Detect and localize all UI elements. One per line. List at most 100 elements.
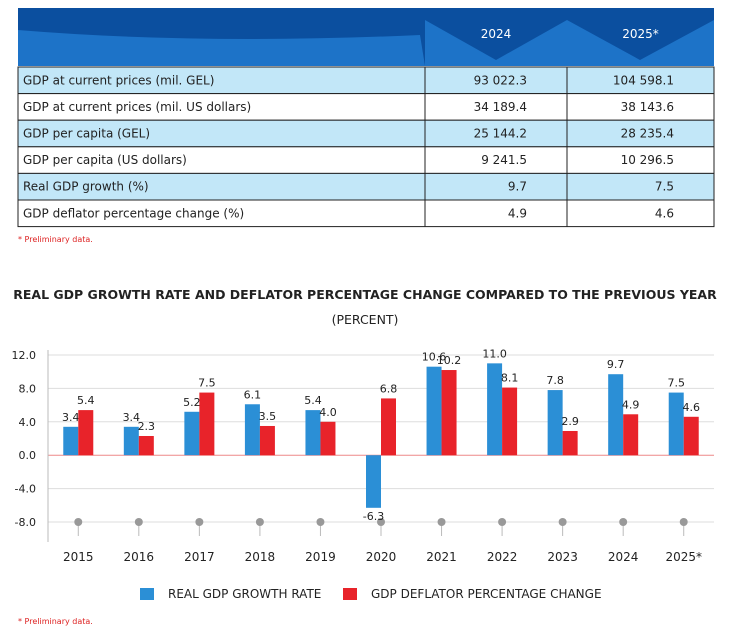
x-tick-label: 2023 — [547, 550, 578, 564]
y-tick-label: -8.0 — [15, 516, 36, 529]
value-label: 6.1 — [244, 388, 262, 401]
bar — [63, 426, 79, 456]
legend-label: GDP DEFLATOR PERCENTAGE CHANGE — [371, 587, 602, 601]
y-tick-label: 12.0 — [12, 349, 37, 362]
table-row — [17, 93, 715, 121]
column-header: 2024 — [481, 27, 512, 41]
value-label: 3.4 — [62, 411, 80, 424]
x-tick-label: 2017 — [184, 550, 215, 564]
row-label: GDP per capita (GEL) — [23, 127, 150, 141]
bar — [487, 363, 503, 456]
header-wave — [425, 20, 714, 66]
bar — [562, 430, 578, 456]
value-label: 2.3 — [138, 420, 156, 433]
category-dot — [134, 518, 143, 526]
value-label: 7.5 — [667, 377, 685, 390]
x-tick-label: 2025* — [665, 550, 702, 564]
value-label: 3.5 — [259, 410, 277, 423]
x-tick-label: 2018 — [245, 550, 276, 564]
x-tick-label: 2016 — [124, 550, 155, 564]
header-wave — [18, 30, 425, 66]
row-label: GDP at current prices (mil. US dollars) — [23, 100, 251, 114]
row-label: GDP deflator percentage change (%) — [23, 206, 244, 220]
table-note: * Preliminary data. — [18, 235, 93, 244]
cell-value: 93 022.3 — [474, 73, 527, 87]
bar — [320, 421, 336, 456]
cell-value: 9 241.5 — [481, 153, 527, 167]
bar — [502, 387, 518, 456]
chart-note: * Preliminary data. — [18, 617, 93, 626]
cell-value: 4.9 — [508, 206, 527, 220]
bar — [78, 410, 94, 456]
value-label: 10.6 — [422, 351, 447, 364]
bar — [199, 392, 215, 456]
value-label: 3.4 — [123, 411, 141, 424]
bar — [683, 416, 699, 456]
value-label: 6.8 — [380, 382, 398, 395]
bar — [426, 366, 442, 456]
value-label: 7.8 — [546, 374, 564, 387]
y-tick-label: 8.0 — [19, 382, 37, 395]
table-row — [17, 199, 715, 228]
category-dot — [255, 518, 264, 526]
bar — [259, 425, 275, 456]
value-label: 11.0 — [482, 347, 507, 360]
table-row — [17, 146, 715, 174]
value-label: 7.5 — [198, 377, 216, 390]
bar — [123, 426, 139, 456]
x-tick-label: 2019 — [305, 550, 336, 564]
x-tick-label: 2024 — [608, 550, 639, 564]
bar — [608, 374, 624, 456]
chart-title: REAL GDP GROWTH RATE AND DEFLATOR PERCEN… — [13, 287, 717, 302]
row-label: GDP at current prices (mil. GEL) — [23, 73, 214, 87]
x-tick-label: 2022 — [487, 550, 518, 564]
value-label: 8.1 — [501, 372, 519, 385]
row-label: GDP per capita (US dollars) — [23, 153, 187, 167]
category-dot — [679, 518, 688, 526]
category-dot — [377, 518, 385, 526]
cell-value: 104 598.1 — [613, 73, 674, 87]
x-tick-label: 2020 — [366, 550, 397, 564]
value-label: -6.3 — [363, 510, 384, 523]
category-dot — [195, 518, 204, 526]
bar — [244, 404, 260, 456]
y-tick-label: 0.0 — [19, 449, 37, 462]
cell-value: 10 296.5 — [621, 153, 674, 167]
bar — [668, 392, 684, 456]
table-row — [17, 66, 715, 95]
category-dot — [316, 518, 325, 526]
bar — [547, 390, 563, 456]
y-tick-label: -4.0 — [15, 483, 36, 496]
category-dot — [558, 518, 567, 526]
value-label: 10.2 — [437, 354, 462, 367]
value-label: 4.6 — [682, 401, 700, 414]
legend-swatch — [140, 588, 154, 600]
bar — [623, 414, 639, 456]
legend-swatch — [343, 588, 357, 600]
bar — [184, 411, 200, 456]
cell-value: 4.6 — [655, 206, 674, 220]
value-label: 4.0 — [319, 406, 337, 419]
cell-value: 34 189.4 — [474, 100, 527, 114]
value-label: 2.9 — [561, 415, 579, 428]
legend-label: REAL GDP GROWTH RATE — [168, 587, 321, 601]
value-label: 4.9 — [622, 398, 640, 411]
category-dot — [619, 518, 628, 526]
value-label: 5.4 — [304, 394, 322, 407]
cell-value: 9.7 — [508, 180, 527, 194]
column-header: 2025* — [622, 27, 659, 41]
cell-value: 38 143.6 — [621, 100, 674, 114]
bar — [381, 398, 396, 456]
row-label: Real GDP growth (%) — [23, 180, 149, 194]
bar — [305, 410, 321, 456]
x-tick-label: 2015 — [63, 550, 94, 564]
y-tick-label: 4.0 — [19, 416, 37, 429]
chart-subtitle: (PERCENT) — [332, 312, 399, 327]
category-dot — [437, 518, 446, 526]
cell-value: 25 144.2 — [474, 127, 527, 141]
x-tick-label: 2021 — [426, 550, 457, 564]
value-label: 5.2 — [183, 396, 201, 409]
category-dot — [74, 518, 83, 526]
